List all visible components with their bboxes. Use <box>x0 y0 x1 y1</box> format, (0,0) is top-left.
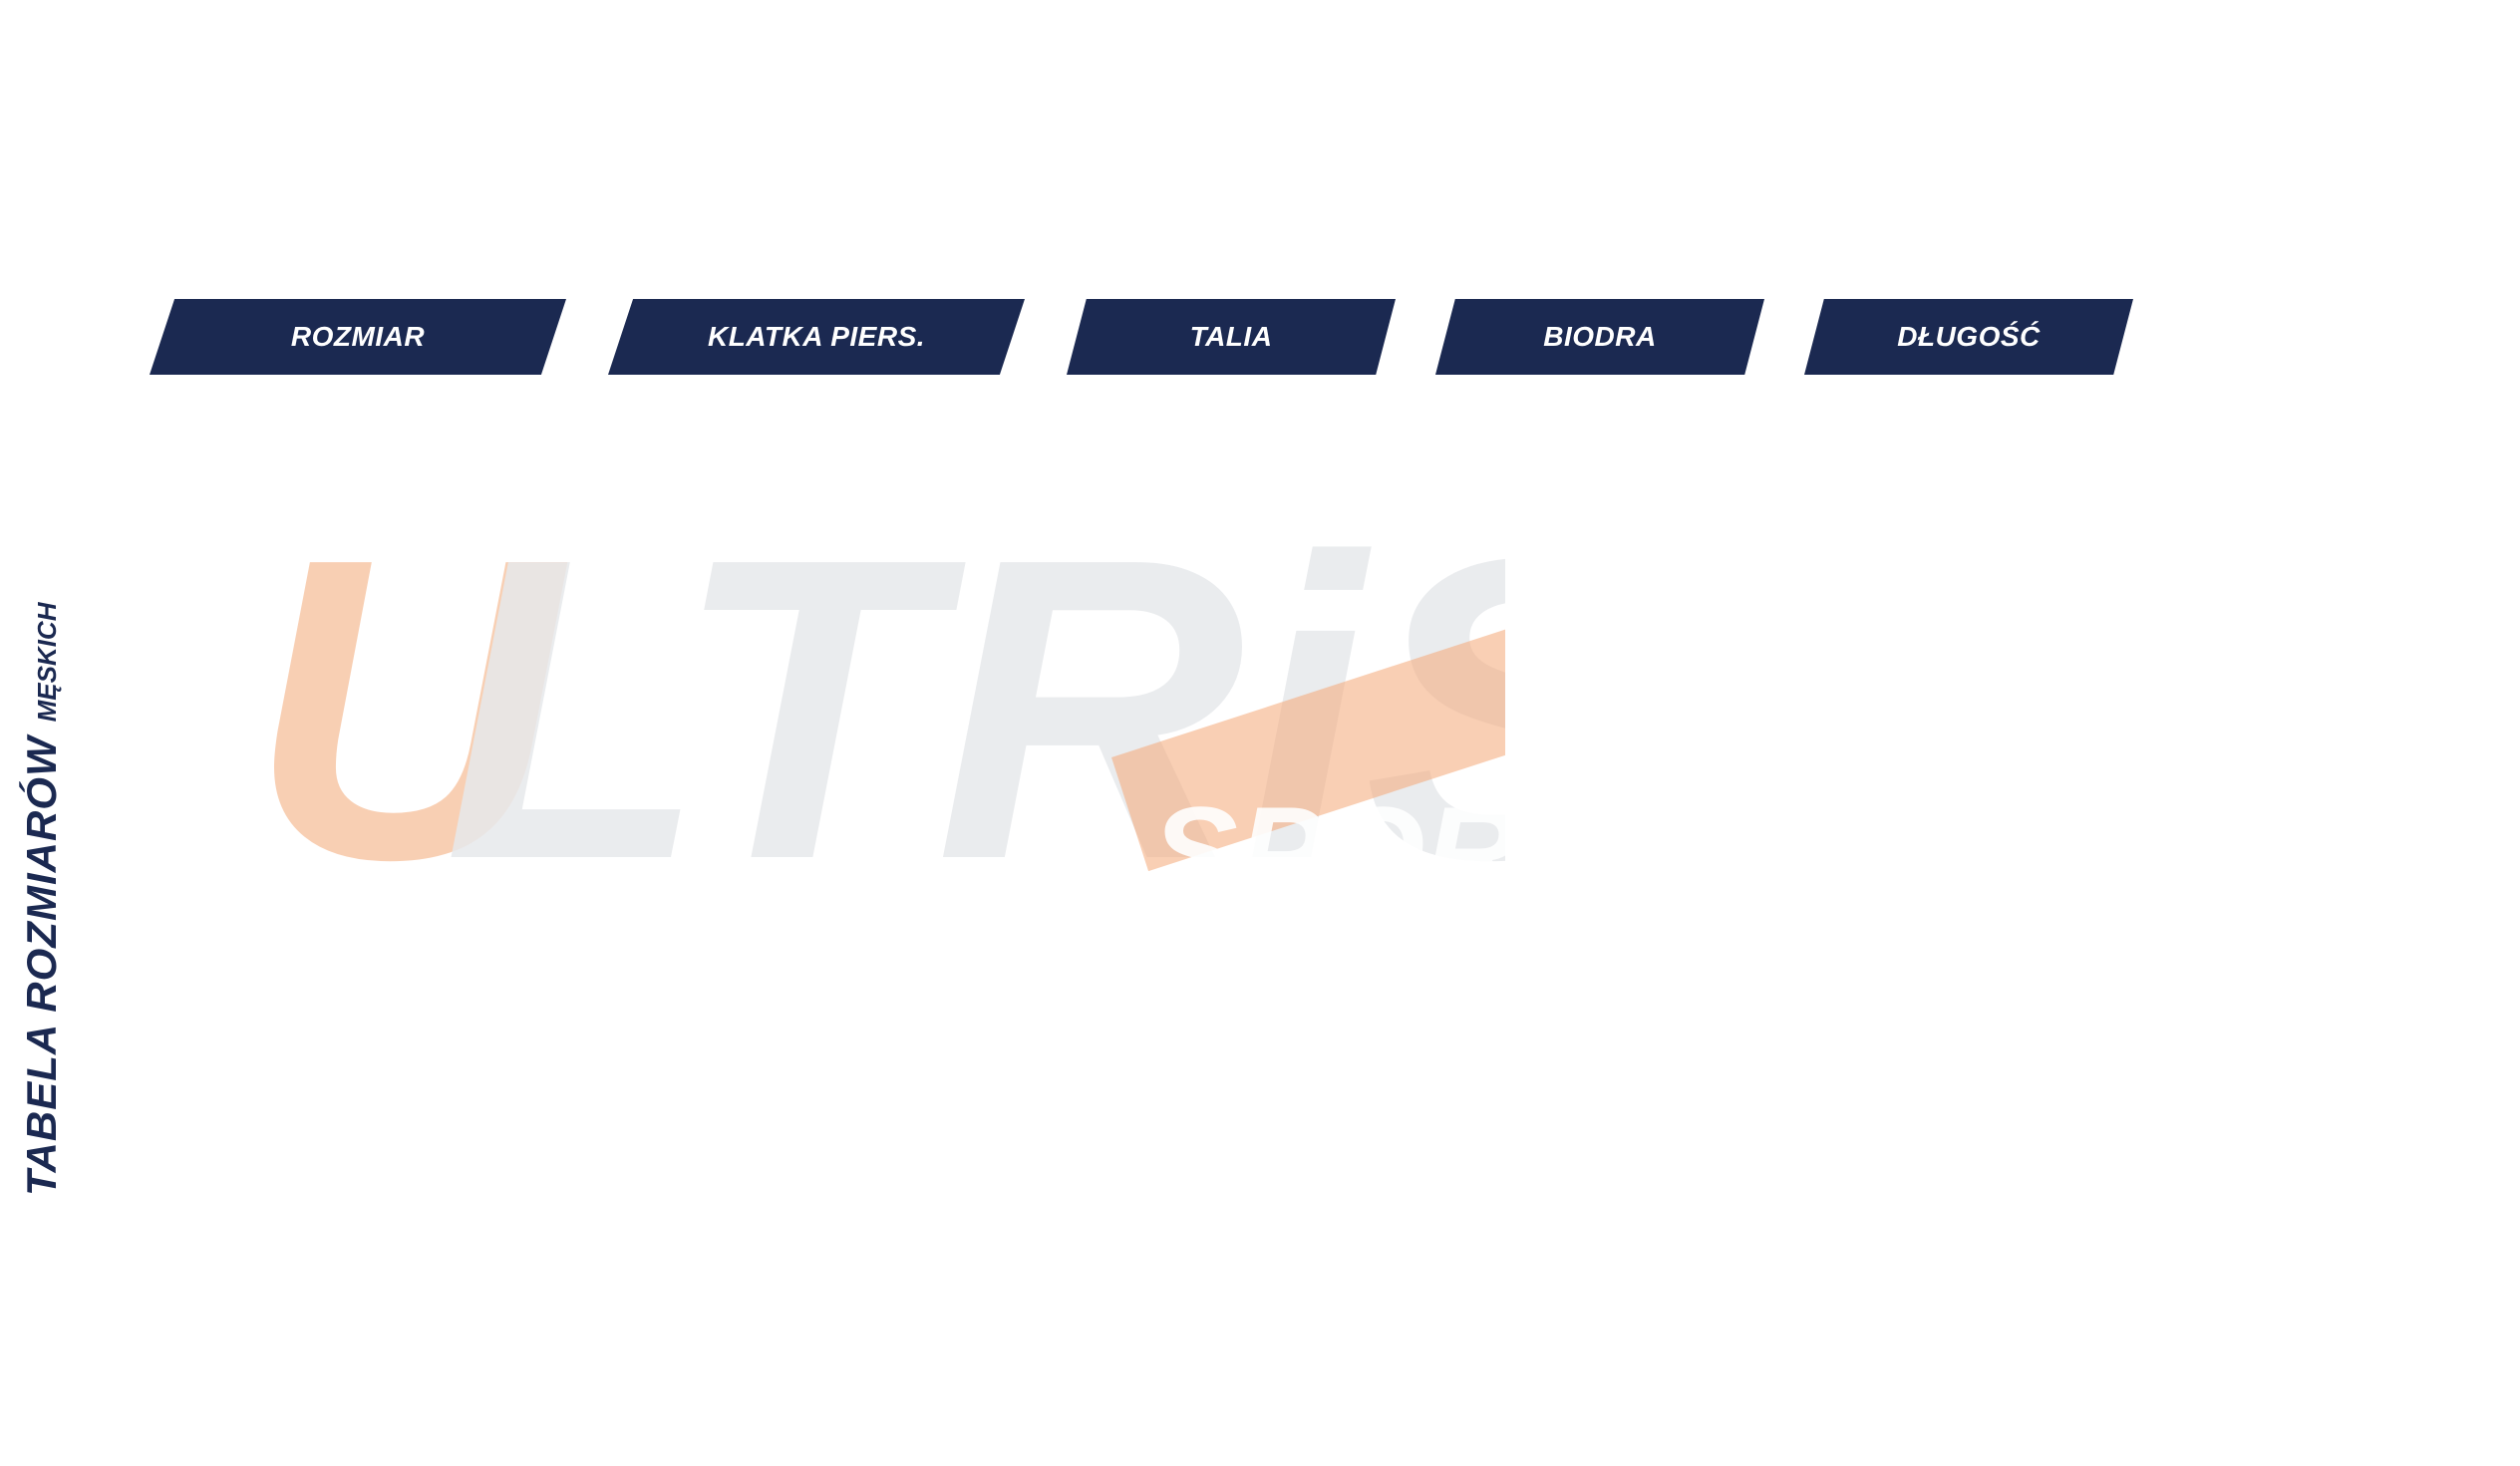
svg-text:SPORT: SPORT <box>1151 779 1505 925</box>
